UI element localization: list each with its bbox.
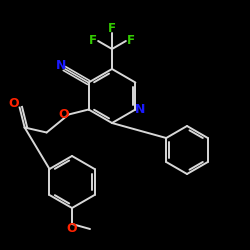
Text: O: O: [58, 108, 69, 121]
Text: N: N: [135, 103, 145, 116]
Text: N: N: [56, 59, 66, 72]
Text: O: O: [8, 97, 19, 110]
Text: F: F: [108, 22, 116, 36]
Text: F: F: [127, 34, 135, 48]
Text: O: O: [67, 222, 77, 235]
Text: F: F: [89, 34, 97, 48]
